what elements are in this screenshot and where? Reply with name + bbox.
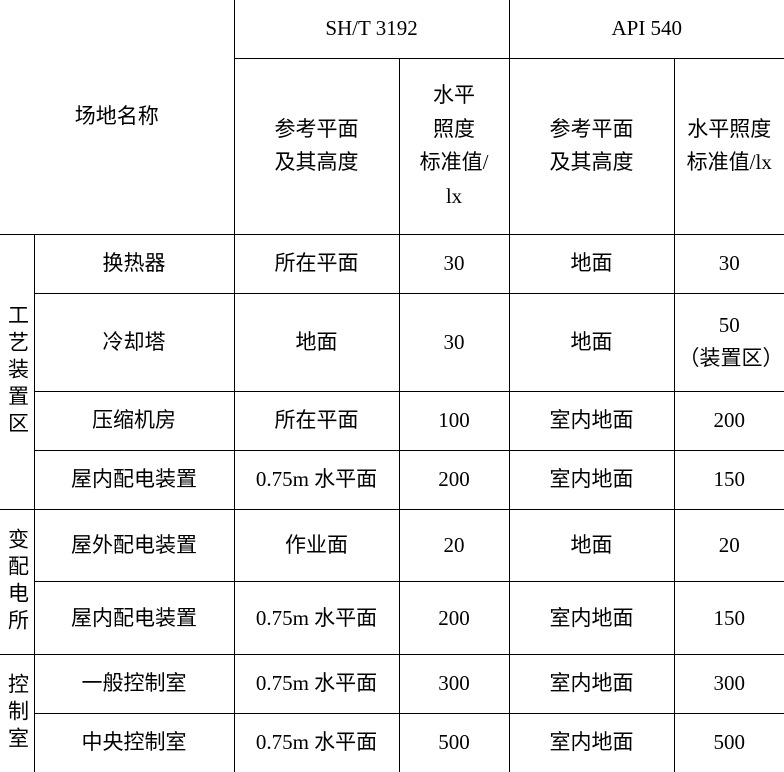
table-header-row-1: 场地名称 SH/T 3192 API 540 <box>0 0 784 58</box>
cell-api-ref: 室内地面 <box>509 714 674 772</box>
cell-api-ref: 地面 <box>509 235 674 294</box>
sht-std-value-header: 水平照度标准值/lx <box>399 58 509 234</box>
cell-sht-val: 100 <box>399 391 509 450</box>
group-label: 变配电所 <box>0 509 34 655</box>
row-header-label: 场地名称 <box>0 0 234 235</box>
cell-name: 一般控制室 <box>34 655 234 714</box>
cell-sht-ref: 作业面 <box>234 509 399 582</box>
cell-sht-val: 30 <box>399 235 509 294</box>
cell-name: 中央控制室 <box>34 714 234 772</box>
table-row: 变配电所 屋外配电装置 作业面 20 地面 20 <box>0 509 784 582</box>
group-label: 工艺装置区 <box>0 235 34 510</box>
cell-sht-ref: 地面 <box>234 293 399 391</box>
cell-name: 压缩机房 <box>34 391 234 450</box>
cell-api-val: 150 <box>674 582 784 655</box>
cell-name: 换热器 <box>34 235 234 294</box>
cell-api-val: 20 <box>674 509 784 582</box>
cell-api-val: 150 <box>674 450 784 509</box>
cell-api-ref: 地面 <box>509 509 674 582</box>
standard-sht-title: SH/T 3192 <box>234 0 509 58</box>
table-row: 控制室 一般控制室 0.75m 水平面 300 室内地面 300 <box>0 655 784 714</box>
cell-api-ref: 室内地面 <box>509 450 674 509</box>
cell-api-val: 30 <box>674 235 784 294</box>
cell-sht-ref: 所在平面 <box>234 391 399 450</box>
table-row: 工艺装置区 换热器 所在平面 30 地面 30 <box>0 235 784 294</box>
cell-api-ref: 室内地面 <box>509 582 674 655</box>
cell-sht-ref: 所在平面 <box>234 235 399 294</box>
illuminance-standards-table: 场地名称 SH/T 3192 API 540 参考平面及其高度 水平照度标准值/… <box>0 0 784 772</box>
group-label: 控制室 <box>0 655 34 772</box>
cell-name: 屋外配电装置 <box>34 509 234 582</box>
table-row: 冷却塔 地面 30 地面 50（装置区） <box>0 293 784 391</box>
standard-api-title: API 540 <box>509 0 784 58</box>
table-row: 压缩机房 所在平面 100 室内地面 200 <box>0 391 784 450</box>
cell-sht-val: 30 <box>399 293 509 391</box>
cell-api-val: 50（装置区） <box>674 293 784 391</box>
cell-api-ref: 地面 <box>509 293 674 391</box>
table-row: 屋内配电装置 0.75m 水平面 200 室内地面 150 <box>0 582 784 655</box>
cell-sht-ref: 0.75m 水平面 <box>234 655 399 714</box>
cell-sht-ref: 0.75m 水平面 <box>234 450 399 509</box>
api-ref-plane-header: 参考平面及其高度 <box>509 58 674 234</box>
sht-ref-plane-header: 参考平面及其高度 <box>234 58 399 234</box>
cell-api-val: 200 <box>674 391 784 450</box>
table-row: 中央控制室 0.75m 水平面 500 室内地面 500 <box>0 714 784 772</box>
cell-api-val: 500 <box>674 714 784 772</box>
cell-sht-val: 20 <box>399 509 509 582</box>
cell-name: 屋内配电装置 <box>34 582 234 655</box>
cell-sht-ref: 0.75m 水平面 <box>234 582 399 655</box>
cell-api-ref: 室内地面 <box>509 391 674 450</box>
table-row: 屋内配电装置 0.75m 水平面 200 室内地面 150 <box>0 450 784 509</box>
cell-api-val: 300 <box>674 655 784 714</box>
cell-sht-val: 500 <box>399 714 509 772</box>
cell-name: 冷却塔 <box>34 293 234 391</box>
cell-sht-ref: 0.75m 水平面 <box>234 714 399 772</box>
cell-sht-val: 200 <box>399 582 509 655</box>
cell-name: 屋内配电装置 <box>34 450 234 509</box>
cell-sht-val: 200 <box>399 450 509 509</box>
cell-api-ref: 室内地面 <box>509 655 674 714</box>
cell-sht-val: 300 <box>399 655 509 714</box>
api-std-value-header: 水平照度标准值/lx <box>674 58 784 234</box>
